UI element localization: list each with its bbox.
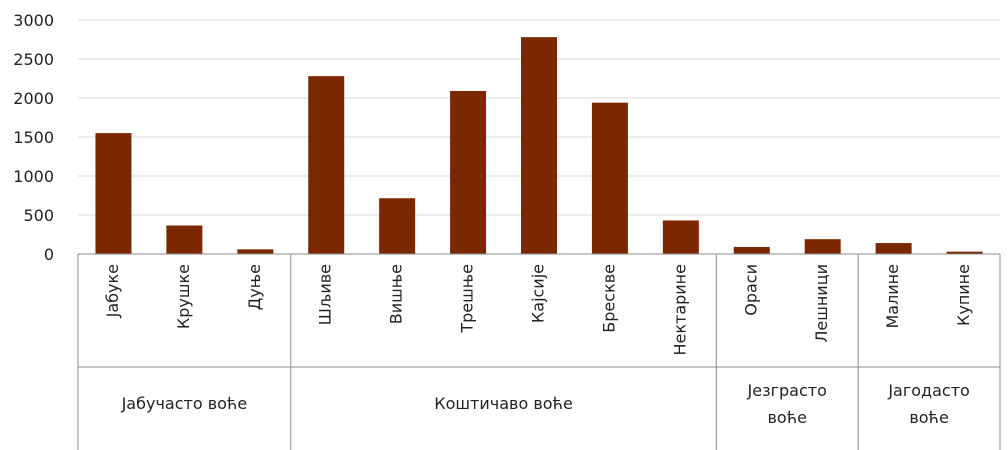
y-tick-label: 2000	[13, 89, 54, 108]
category-label: Купине	[954, 264, 973, 326]
bar	[308, 76, 345, 254]
bar	[237, 249, 274, 254]
category-label: Нектарине	[670, 264, 689, 356]
bar	[521, 37, 557, 254]
category-label: Крушке	[174, 264, 193, 329]
category-label: Трешње	[458, 264, 477, 334]
category-label: Јабуке	[103, 264, 122, 318]
bar	[804, 239, 841, 254]
category-label: Кајсије	[529, 264, 548, 323]
y-tick-label: 1000	[13, 167, 54, 186]
x-axis	[77, 253, 1001, 450]
category-label: Брескве	[599, 264, 618, 333]
bar	[591, 102, 628, 255]
category-label: Вишње	[387, 264, 406, 324]
bar	[379, 198, 416, 254]
group-label: Јагодасто	[887, 381, 970, 400]
bar	[875, 243, 912, 254]
group-label: Коштичаво воће	[434, 394, 573, 413]
y-tick-label: 1500	[13, 128, 54, 147]
y-tick-label: 500	[23, 206, 54, 225]
y-axis-tick-labels: 0 500 1000 1500 2000 2500 3000	[13, 11, 54, 264]
group-label: воће	[909, 408, 949, 427]
group-label: воће	[767, 408, 807, 427]
y-tick-label: 2500	[13, 50, 54, 69]
bar	[946, 251, 983, 254]
category-label: Дуње	[245, 264, 264, 310]
group-label: Језграсто	[747, 381, 827, 400]
category-label: Ораси	[741, 264, 760, 316]
bar	[662, 220, 699, 254]
bar	[733, 246, 770, 254]
category-label: Малине	[883, 264, 902, 329]
bar	[450, 90, 487, 254]
bars	[95, 37, 983, 255]
bar	[166, 225, 203, 254]
category-label: Лешници	[812, 264, 831, 343]
y-tick-label: 0	[44, 245, 54, 264]
category-label: Шљиве	[316, 264, 335, 325]
category-labels: Јабуке Крушке Дуње Шљиве Вишње Трешње Кајсије Б…	[103, 264, 973, 356]
group-label: Јабучасто воће	[121, 394, 248, 413]
group-labels: Јабучасто воће Коштичаво воће Језграсто воћ…	[121, 381, 970, 427]
y-tick-label: 3000	[13, 11, 54, 30]
bar	[95, 133, 132, 254]
